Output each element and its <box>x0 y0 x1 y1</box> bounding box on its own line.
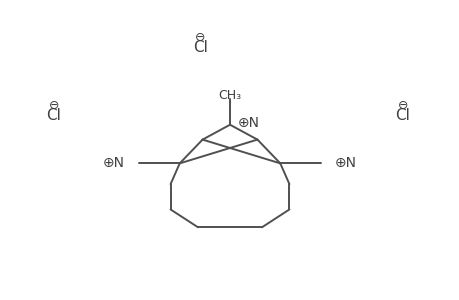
Text: CH₃: CH₃ <box>218 89 241 102</box>
Text: ⊕N: ⊕N <box>103 156 124 170</box>
Text: ⊖: ⊖ <box>195 31 205 44</box>
Text: Cl: Cl <box>192 40 207 55</box>
Text: Cl: Cl <box>395 108 409 123</box>
Text: ⊕N: ⊕N <box>335 156 356 170</box>
Text: ⊖: ⊖ <box>49 99 59 112</box>
Text: Cl: Cl <box>46 108 61 123</box>
Text: ⊖: ⊖ <box>397 99 407 112</box>
Text: ⊕N: ⊕N <box>237 116 259 130</box>
